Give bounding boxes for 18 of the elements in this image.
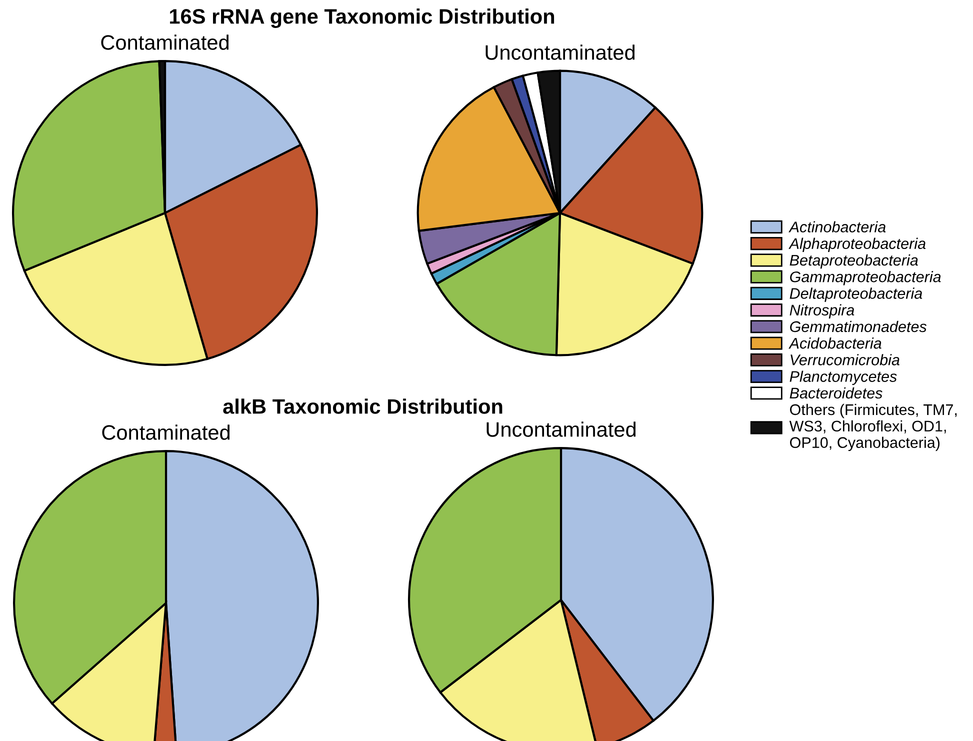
legend-label: Betaproteobacteria	[790, 254, 918, 269]
legend-label: Verrucomicrobia	[790, 354, 900, 366]
chart-subtitle: Contaminated	[102, 424, 230, 440]
legend-label: Acidobacteria	[788, 337, 882, 349]
chart-subtitle: Uncontaminated	[486, 422, 636, 437]
legend-label: Actinobacteria	[788, 221, 886, 232]
chart-subtitle: Contaminated	[101, 34, 229, 50]
legend-label: Gemmatimonadetes	[790, 320, 927, 332]
legend-label: Others (Firmicutes, TM7, WS3, Chloroflexi, OD1, OP10, Cyanobacteria)	[789, 404, 957, 452]
text: alkB Taxonomic Distribution	[223, 398, 502, 414]
legend-label: Gammaproteobacteria	[790, 271, 941, 286]
chart-title: 16S rRNA gene Taxonomic Distribution	[170, 8, 554, 28]
legend-label: Nitrospira	[790, 304, 854, 319]
chart-subtitle: Uncontaminated	[486, 44, 635, 60]
legend-label: Alphaproteobacteria	[788, 238, 926, 252]
legend-label: Bacteroidetes	[790, 387, 882, 399]
legend-label: Deltaproteobacteria	[790, 288, 922, 302]
legend-label: Planctomycetes	[790, 370, 897, 385]
